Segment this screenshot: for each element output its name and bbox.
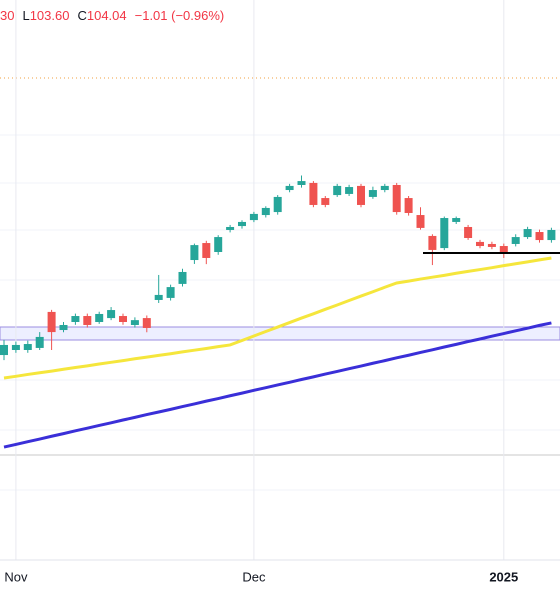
- low-label: L: [22, 8, 30, 23]
- candle-body: [142, 318, 151, 328]
- candle-body: [476, 241, 484, 247]
- candle-body: [333, 185, 342, 196]
- candle-body: [238, 221, 246, 227]
- candle-body: [11, 344, 20, 350]
- candle-body: [511, 237, 520, 244]
- candle-body: [404, 198, 413, 213]
- candle-body: [119, 316, 127, 322]
- candle-body: [523, 229, 532, 238]
- candle-body: [214, 237, 223, 252]
- moving-average-line: [3, 321, 552, 449]
- candle-body: [357, 185, 365, 205]
- candle-body: [249, 213, 258, 221]
- candle-body: [321, 198, 330, 205]
- candle-body: [59, 324, 68, 331]
- grid: [0, 134, 560, 491]
- candle-body: [309, 182, 318, 205]
- candle-body: [464, 226, 473, 238]
- candle-body: [83, 316, 92, 325]
- candle-body: [273, 196, 282, 213]
- candle-body: [535, 232, 544, 241]
- candle-body: [416, 215, 425, 228]
- candle-body: [297, 181, 306, 185]
- candle-body: [428, 235, 437, 250]
- candle-body: [345, 187, 354, 194]
- candle-body: [190, 245, 199, 261]
- candle-body: [166, 287, 175, 298]
- candle-body: [95, 313, 104, 322]
- candle-body: [107, 310, 116, 319]
- candle-body: [71, 316, 80, 322]
- candle-body: [261, 207, 270, 216]
- low-value: 103.60: [29, 8, 70, 23]
- moving-average-line: [3, 256, 552, 380]
- x-tick-label: 2025: [489, 569, 518, 584]
- candle-body: [368, 190, 377, 197]
- close-label: C: [77, 8, 87, 23]
- candle-body: [392, 184, 401, 213]
- candle-body: [0, 344, 8, 356]
- zone-band: [0, 326, 560, 341]
- plot: [0, 0, 556, 560]
- close-value: 104.04: [86, 8, 127, 23]
- candle-body: [47, 311, 56, 333]
- change-value: −1.01 (−0.96%): [134, 8, 225, 23]
- candle-body: [487, 243, 496, 247]
- candle-body: [202, 243, 211, 258]
- ohlc-header: 30 L103.60 C104.04 −1.01 (−0.96%): [0, 8, 224, 23]
- candle-body: [547, 229, 556, 241]
- candle-body: [154, 294, 163, 300]
- x-tick-label: Dec: [242, 569, 266, 584]
- x-axis-strip: [0, 560, 560, 600]
- candle-body: [226, 226, 235, 230]
- candle-body: [440, 218, 449, 249]
- candle-body: [285, 185, 294, 191]
- candle-body: [499, 246, 508, 252]
- candle-body: [380, 185, 389, 191]
- x-tick-label: Nov: [4, 569, 28, 584]
- candle-body: [178, 271, 187, 284]
- candle-body: [130, 320, 139, 325]
- candle-body: [35, 336, 44, 348]
- high-fragment: 30: [0, 8, 15, 23]
- candle-body: [452, 218, 461, 222]
- candle-body: [23, 344, 32, 350]
